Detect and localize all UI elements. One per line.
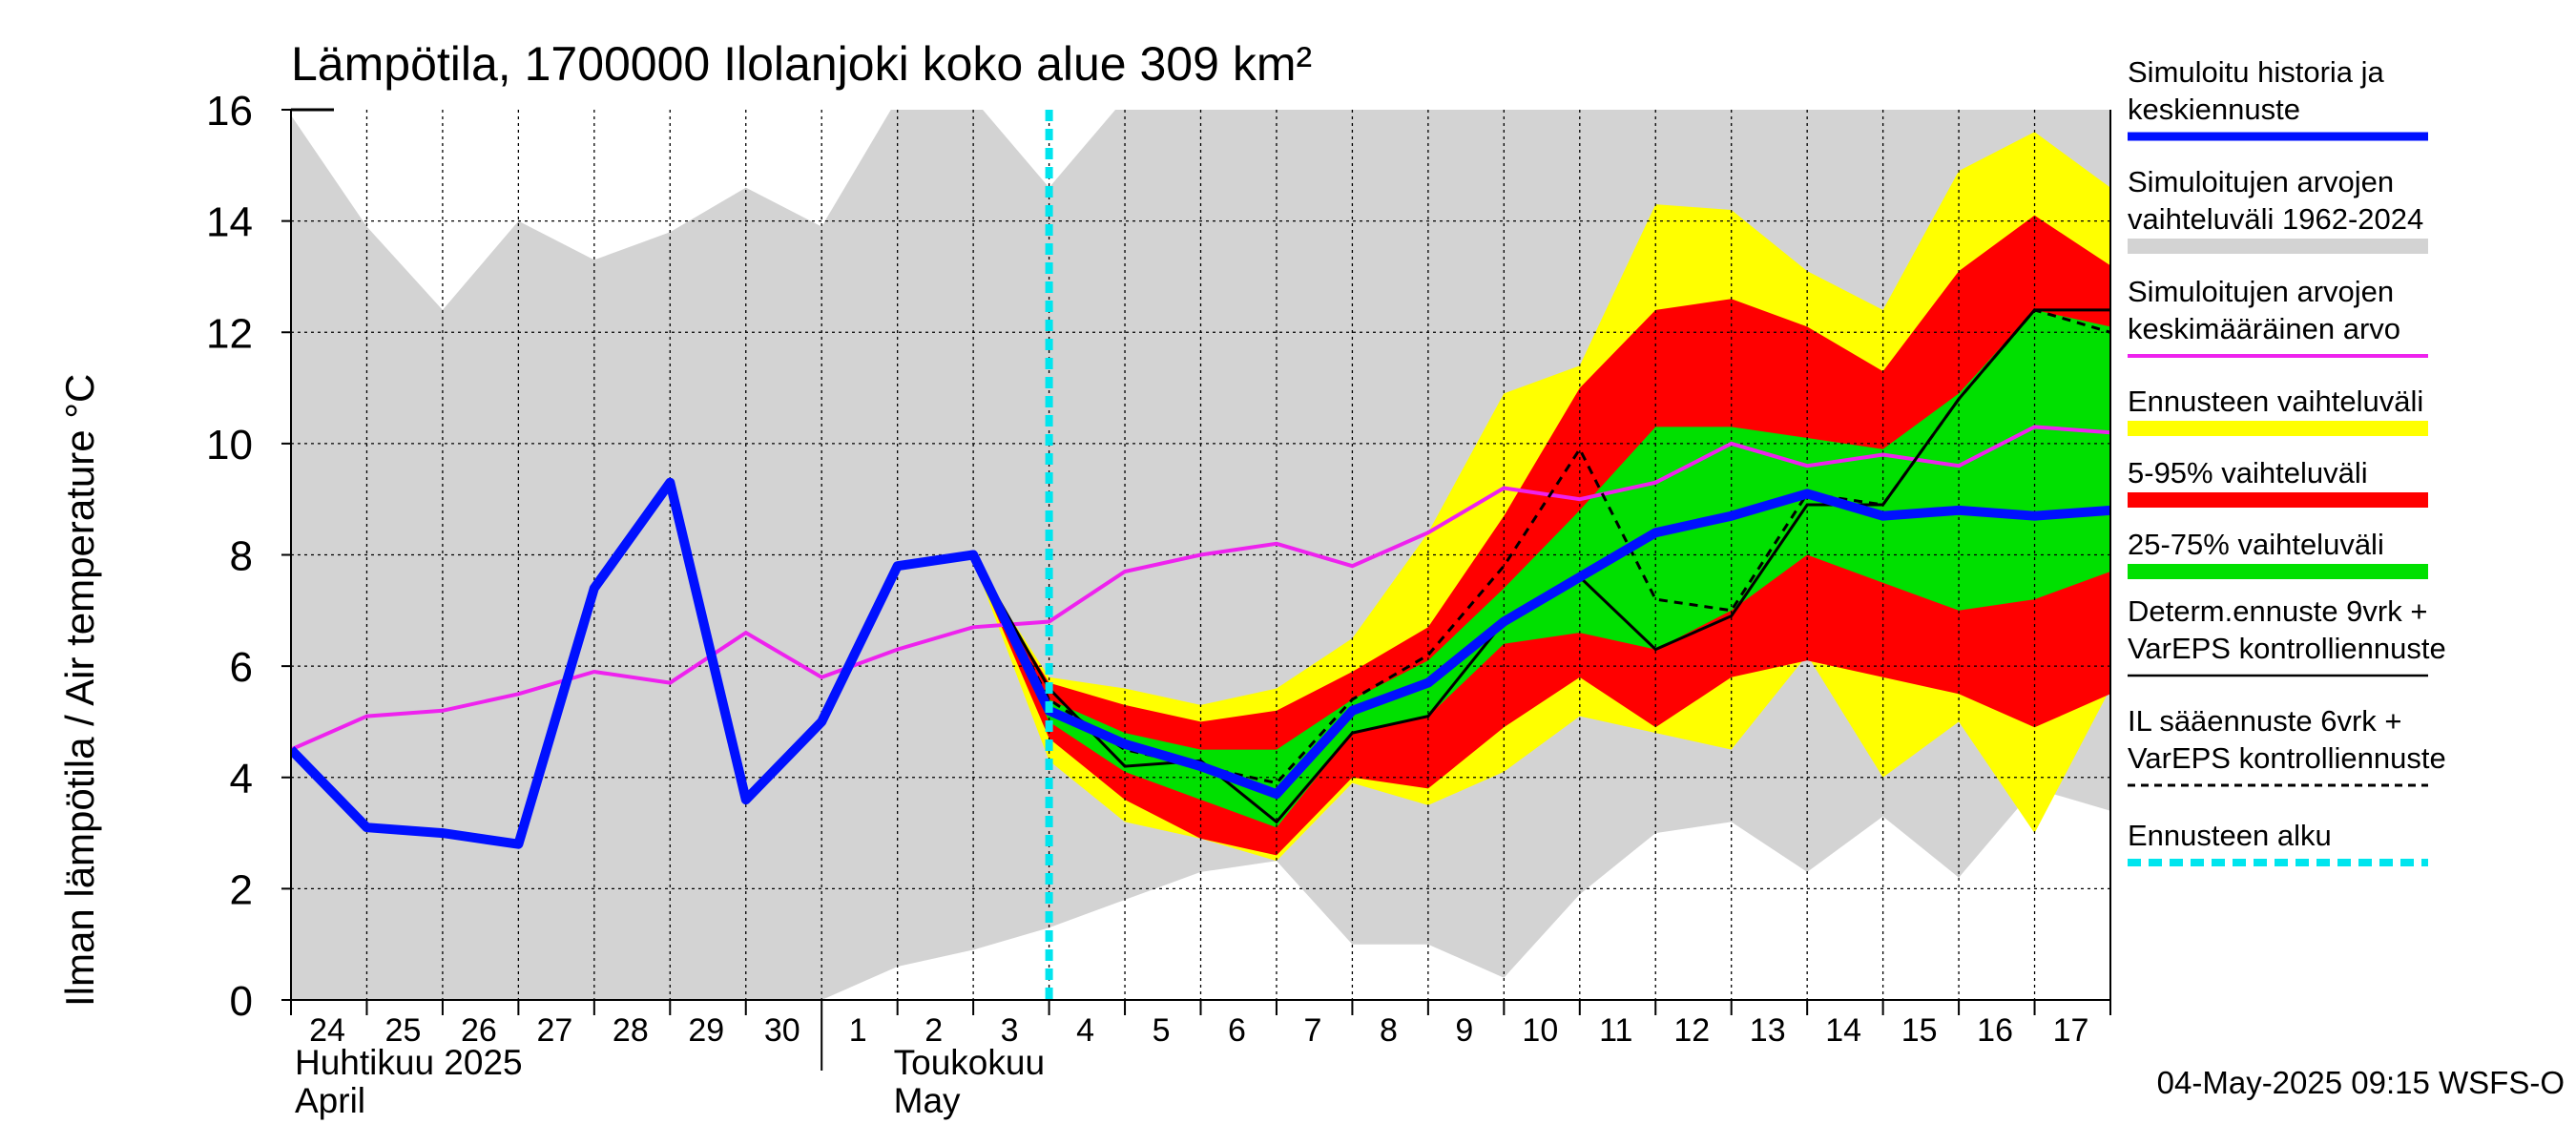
legend-label: IL sääennuste 6vrk + <box>2128 704 2402 738</box>
day-label: 5 <box>1153 1012 1171 1049</box>
mean-history-line <box>291 425 2110 752</box>
day-label: 13 <box>1750 1012 1786 1049</box>
day-label: 6 <box>1228 1012 1246 1049</box>
timestamp: 04-May-2025 09:15 WSFS-O <box>2157 1065 2565 1100</box>
legend-label: VarEPS kontrolliennuste <box>2128 741 2446 775</box>
month-label: Huhtikuu 2025 <box>295 1043 523 1082</box>
day-label: 11 <box>1599 1012 1632 1049</box>
legend-label: 25-75% vaihteluväli <box>2128 528 2384 561</box>
legend-label: Simuloitu historia ja <box>2128 55 2385 89</box>
y-tick-label: 0 <box>230 978 253 1025</box>
y-axis-label: Ilman lämpötila / Air temperature °C <box>57 374 102 1007</box>
day-label: 25 <box>385 1012 422 1049</box>
day-label: 14 <box>1825 1012 1861 1049</box>
day-label: 2 <box>924 1012 943 1049</box>
plot-content <box>291 110 2110 1000</box>
day-label: 27 <box>536 1012 572 1049</box>
month-label: Toukokuu <box>894 1043 1045 1082</box>
legend-label: Determ.ennuste 9vrk + <box>2128 594 2427 628</box>
month-label: May <box>894 1081 961 1120</box>
y-tick-label: 2 <box>230 866 253 913</box>
day-label: 8 <box>1380 1012 1398 1049</box>
y-tick-label: 16 <box>206 88 253 135</box>
legend-label: Simuloitujen arvojen <box>2128 275 2394 308</box>
legend-label: keskimääräinen arvo <box>2128 312 2400 345</box>
p5-95-band <box>973 215 2110 856</box>
y-tick-label: 12 <box>206 310 253 357</box>
legend-label: Ennusteen alku <box>2128 819 2332 852</box>
day-label: 1 <box>849 1012 867 1049</box>
p25-75-band <box>973 309 2110 828</box>
legend-label: keskiennuste <box>2128 93 2300 126</box>
day-label: 29 <box>688 1012 724 1049</box>
day-label: 9 <box>1455 1012 1473 1049</box>
day-label: 26 <box>461 1012 497 1049</box>
y-tick-label: 8 <box>230 533 253 580</box>
legend-label: 5-95% vaihteluväli <box>2128 456 2368 489</box>
day-label: 3 <box>1001 1012 1019 1049</box>
day-label: 12 <box>1673 1012 1710 1049</box>
day-label: 28 <box>613 1012 649 1049</box>
day-label: 4 <box>1076 1012 1094 1049</box>
legend-label: Ennusteen vaihteluväli <box>2128 385 2423 418</box>
chart-title: Lämpötila, 1700000 Ilolanjoki koko alue … <box>291 37 1312 91</box>
simulated-median-line <box>291 477 2110 849</box>
y-tick-label: 14 <box>206 199 253 246</box>
legend: Simuloitu historia ja keskiennuste Simuloi… <box>2128 55 2446 866</box>
plot-area <box>291 110 2110 1000</box>
day-label: 15 <box>1901 1012 1938 1049</box>
day-label: 30 <box>764 1012 800 1049</box>
day-label: 7 <box>1303 1012 1321 1049</box>
legend-label: vaihteluväli 1962-2024 <box>2128 202 2423 236</box>
day-label: 17 <box>2053 1012 2089 1049</box>
day-label: 16 <box>1977 1012 2013 1049</box>
legend-label: Simuloitujen arvojen <box>2128 165 2394 198</box>
month-label: April <box>295 1081 365 1120</box>
y-tick-label: 10 <box>206 422 253 468</box>
day-label: 24 <box>309 1012 345 1049</box>
day-label: 10 <box>1522 1012 1558 1049</box>
legend-label: VarEPS kontrolliennuste <box>2128 632 2446 665</box>
y-tick-label: 4 <box>230 756 253 802</box>
y-tick-label: 6 <box>230 644 253 691</box>
